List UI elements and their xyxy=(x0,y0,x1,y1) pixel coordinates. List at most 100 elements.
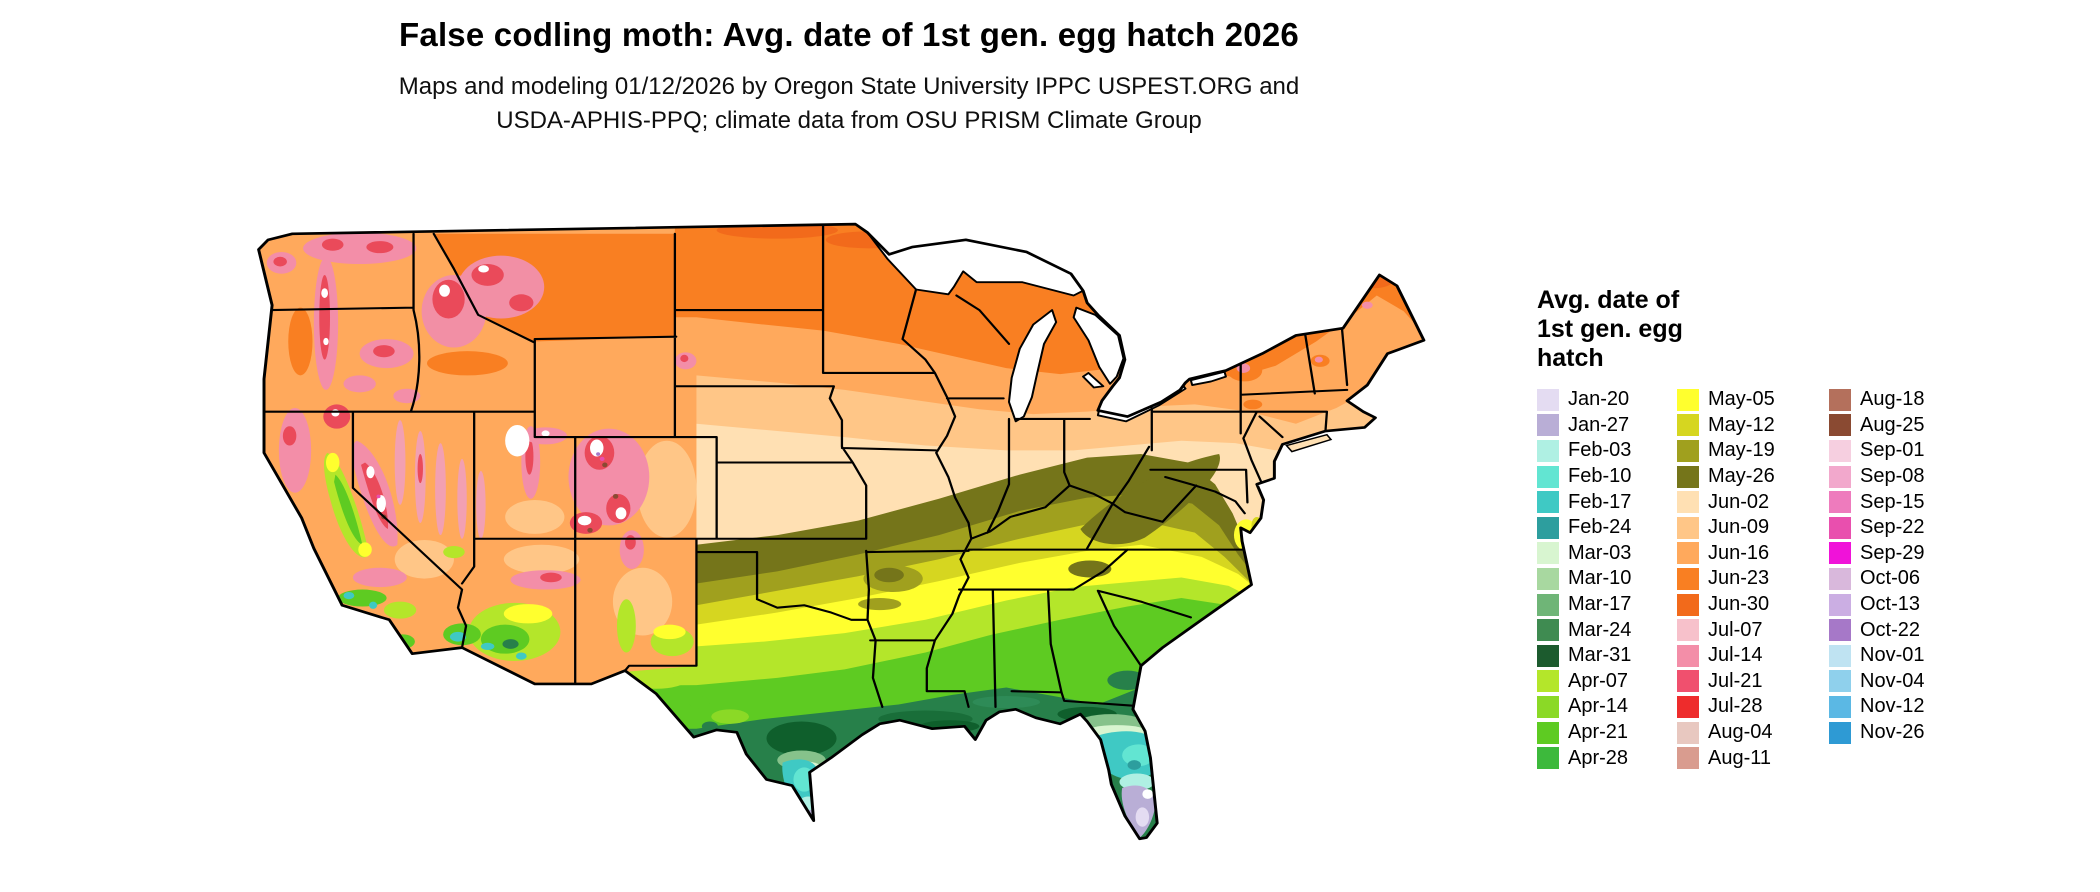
legend-entry: Sep-29 xyxy=(1829,541,1953,567)
legend-entry: Oct-22 xyxy=(1829,617,1953,643)
legend-swatch xyxy=(1677,414,1699,437)
legend-swatch xyxy=(1537,439,1559,462)
legend-swatch xyxy=(1677,542,1699,565)
legend-label: Apr-21 xyxy=(1568,721,1629,744)
legend-label: Jan-27 xyxy=(1568,413,1630,436)
legend-entry: Sep-08 xyxy=(1829,464,1953,490)
subtitle-line-2: USDA-APHIS-PPQ; climate data from OSU PR… xyxy=(496,107,1202,134)
legend-label: Feb-03 xyxy=(1568,439,1632,462)
legend-entry: Jul-28 xyxy=(1677,694,1801,720)
long-island xyxy=(1285,433,1333,453)
legend-label: Apr-07 xyxy=(1568,669,1629,692)
legend-swatch xyxy=(1537,695,1559,718)
legend-label: Nov-01 xyxy=(1860,644,1925,667)
legend-swatch xyxy=(1829,644,1851,667)
legend-label: Oct-06 xyxy=(1860,567,1921,590)
legend-entry: Aug-11 xyxy=(1677,745,1801,771)
legend-label: Jul-14 xyxy=(1708,644,1763,667)
legend-swatch xyxy=(1677,670,1699,693)
legend-entry: Nov-01 xyxy=(1829,643,1953,669)
legend-label: Nov-12 xyxy=(1860,695,1925,718)
legend-entry: May-19 xyxy=(1677,438,1801,464)
legend-column: Jan-20 Jan-27 Feb-03 Feb-10 Feb-17 Feb-24 Mar-… xyxy=(1537,387,1661,771)
legend: Avg. date of 1st gen. egg hatch Jan-20 Ja… xyxy=(1537,286,2057,771)
legend-label: Mar-31 xyxy=(1568,644,1632,667)
header: False codling moth: Avg. date of 1st gen… xyxy=(0,16,1698,138)
legend-swatch xyxy=(1677,644,1699,667)
legend-column: May-05 May-12 May-19 May-26 Jun-02 Jun-09 Jun-… xyxy=(1677,387,1801,771)
map-container xyxy=(198,160,1498,886)
legend-label: Jun-16 xyxy=(1708,541,1770,564)
legend-label: Oct-13 xyxy=(1860,593,1921,616)
legend-entry: May-05 xyxy=(1677,387,1801,413)
legend-label: Mar-24 xyxy=(1568,618,1632,641)
legend-entry: Mar-03 xyxy=(1537,541,1661,567)
legend-entry: Mar-17 xyxy=(1537,592,1661,618)
legend-column: Aug-18 Aug-25 Sep-01 Sep-08 Sep-15 Sep-22 Sep-… xyxy=(1829,387,1953,745)
legend-entry: Nov-04 xyxy=(1829,669,1953,695)
legend-label: Jun-02 xyxy=(1708,490,1770,513)
legend-swatch xyxy=(1677,567,1699,590)
legend-label: Aug-25 xyxy=(1860,413,1925,436)
legend-entry: Jul-14 xyxy=(1677,643,1801,669)
legend-entry: Nov-12 xyxy=(1829,694,1953,720)
legend-swatch xyxy=(1537,670,1559,693)
legend-swatch xyxy=(1537,491,1559,514)
subtitle-line-1: Maps and modeling 01/12/2026 by Oregon S… xyxy=(398,73,1300,100)
legend-entry: Jan-27 xyxy=(1537,413,1661,439)
legend-swatch xyxy=(1829,619,1851,642)
legend-label: Sep-15 xyxy=(1860,490,1925,513)
legend-swatch xyxy=(1829,721,1851,744)
legend-swatch xyxy=(1677,516,1699,539)
legend-entry: Jul-07 xyxy=(1677,617,1801,643)
legend-label: Nov-26 xyxy=(1860,721,1925,744)
legend-title-line-2: 1st gen. egg xyxy=(1537,315,1683,343)
legend-entry: Jun-16 xyxy=(1677,541,1801,567)
legend-entry: Oct-06 xyxy=(1829,566,1953,592)
legend-entry: Apr-21 xyxy=(1537,720,1661,746)
legend-swatch xyxy=(1829,670,1851,693)
legend-label: Feb-10 xyxy=(1568,465,1632,488)
legend-label: Aug-11 xyxy=(1708,746,1772,769)
legend-entry: Oct-13 xyxy=(1829,592,1953,618)
map-east-terrain xyxy=(858,301,1373,799)
subtitle: Maps and modeling 01/12/2026 by Oregon S… xyxy=(0,70,1698,138)
legend-swatch xyxy=(1537,644,1559,667)
legend-label: Mar-03 xyxy=(1568,541,1632,564)
legend-swatch xyxy=(1677,721,1699,744)
legend-entry: Jun-30 xyxy=(1677,592,1801,618)
legend-swatch xyxy=(1677,619,1699,642)
us-outline xyxy=(257,222,1426,841)
legend-entry: Apr-14 xyxy=(1537,694,1661,720)
legend-entry: Aug-18 xyxy=(1829,387,1953,413)
legend-label: Sep-08 xyxy=(1860,465,1925,488)
legend-swatch xyxy=(1677,593,1699,616)
legend-swatch xyxy=(1829,542,1851,565)
legend-entry: Sep-01 xyxy=(1829,438,1953,464)
legend-title-line-3: hatch xyxy=(1537,344,1604,372)
legend-entry: Mar-31 xyxy=(1537,643,1661,669)
legend-entry: Feb-10 xyxy=(1537,464,1661,490)
legend-swatch xyxy=(1537,516,1559,539)
legend-swatch xyxy=(1829,593,1851,616)
legend-swatch xyxy=(1677,695,1699,718)
legend-entry: May-12 xyxy=(1677,413,1801,439)
legend-entry: Nov-26 xyxy=(1829,720,1953,746)
legend-entry: Feb-24 xyxy=(1537,515,1661,541)
legend-swatch xyxy=(1829,567,1851,590)
legend-swatch xyxy=(1537,465,1559,488)
legend-label: Mar-10 xyxy=(1568,567,1632,590)
legend-label: May-26 xyxy=(1708,465,1775,488)
legend-label: Aug-04 xyxy=(1708,721,1773,744)
legend-label: May-19 xyxy=(1708,439,1775,462)
legend-swatch xyxy=(1677,747,1699,770)
state-borders xyxy=(262,224,1349,708)
legend-swatch xyxy=(1677,388,1699,411)
legend-entry: Aug-25 xyxy=(1829,413,1953,439)
legend-entry: Apr-07 xyxy=(1537,669,1661,695)
legend-swatch xyxy=(1829,388,1851,411)
legend-label: Feb-17 xyxy=(1568,490,1632,513)
us-map xyxy=(257,222,1426,841)
legend-label: May-05 xyxy=(1708,388,1775,411)
legend-entry: Jun-09 xyxy=(1677,515,1801,541)
